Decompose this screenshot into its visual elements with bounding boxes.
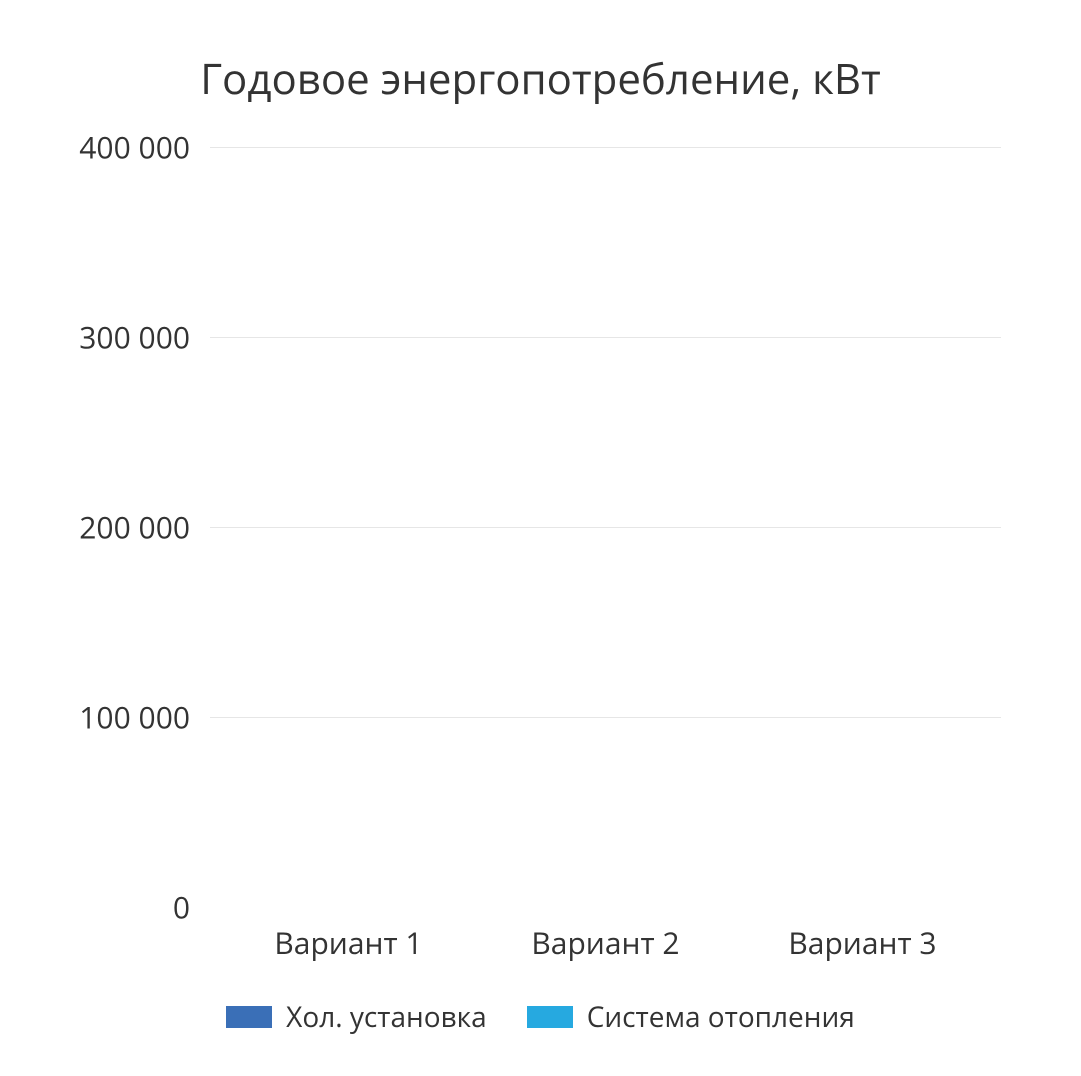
legend-swatch — [226, 1006, 272, 1028]
bars-group — [210, 147, 1001, 907]
x-tick-label: Вариант 3 — [747, 922, 978, 963]
legend-item: Хол. установка — [226, 998, 487, 1036]
chart-title: Годовое энергопотребление, кВт — [40, 50, 1041, 107]
y-tick-label: 300 000 — [79, 317, 190, 358]
plot-area-wrap: 0100 000200 000300 000400 000 — [40, 147, 1041, 907]
legend: Хол. установка Система отопления — [40, 998, 1041, 1036]
legend-swatch — [527, 1006, 573, 1028]
legend-item: Система отопления — [527, 998, 855, 1036]
y-tick-label: 400 000 — [79, 127, 190, 168]
x-tick-label: Вариант 2 — [490, 922, 721, 963]
chart-container: Годовое энергопотребление, кВт 0 100 000 2… — [0, 0, 1081, 1076]
y-axis: 0100 000200 000300 000400 000 — [40, 147, 210, 907]
plot-area — [210, 147, 1001, 907]
y-tick-label: 0 — [173, 887, 190, 928]
y-tick-label: 200 000 — [79, 507, 190, 548]
legend-label: Система отопления — [587, 998, 855, 1036]
y-tick-label: 100 000 — [79, 697, 190, 738]
legend-label: Хол. установка — [286, 998, 487, 1036]
x-tick-label: Вариант 1 — [233, 922, 464, 963]
x-axis: Вариант 1 Вариант 2 Вариант 3 — [210, 907, 1001, 963]
